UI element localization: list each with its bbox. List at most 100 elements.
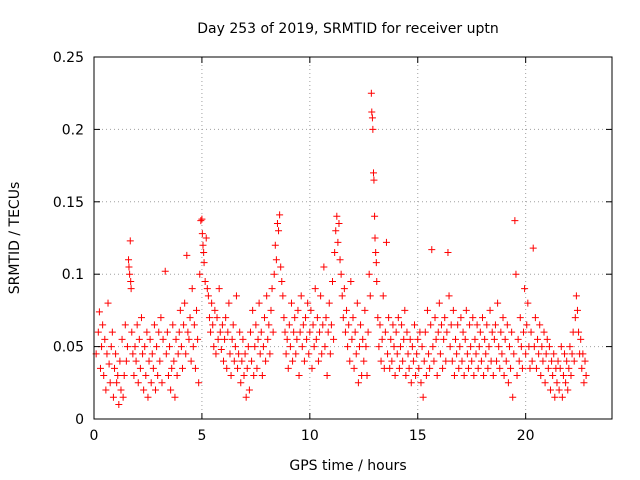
- y-tick-label: 0.15: [53, 195, 84, 211]
- data-point: [147, 379, 155, 387]
- data-point: [466, 321, 474, 329]
- data-point: [359, 335, 367, 343]
- data-point: [129, 350, 137, 358]
- data-point: [300, 357, 308, 365]
- data-point: [350, 364, 358, 372]
- data-point: [441, 314, 449, 322]
- data-point: [548, 357, 556, 365]
- data-point: [178, 364, 186, 372]
- data-point: [128, 328, 136, 336]
- data-point: [214, 335, 222, 343]
- data-point: [136, 364, 144, 372]
- data-point: [541, 379, 549, 387]
- y-axis-label: SRMTID / TECUs: [7, 182, 23, 295]
- data-point: [434, 328, 442, 336]
- data-point: [293, 335, 301, 343]
- data-point: [412, 372, 420, 380]
- data-point: [126, 270, 134, 278]
- data-point: [168, 364, 176, 372]
- data-point: [338, 292, 346, 300]
- data-point: [265, 321, 273, 329]
- data-point: [352, 350, 360, 358]
- data-point: [555, 386, 563, 394]
- data-point: [183, 251, 191, 259]
- data-point: [436, 350, 444, 358]
- data-point: [443, 328, 451, 336]
- data-point: [393, 350, 401, 358]
- data-point: [390, 343, 398, 351]
- data-point: [316, 328, 324, 336]
- data-point: [364, 328, 372, 336]
- data-point: [115, 401, 123, 409]
- data-point: [557, 343, 565, 351]
- data-point: [113, 379, 121, 387]
- data-point: [414, 335, 422, 343]
- data-point: [363, 372, 371, 380]
- data-point: [488, 328, 496, 336]
- data-point: [263, 292, 271, 300]
- data-point: [577, 335, 585, 343]
- data-point: [365, 270, 373, 278]
- data-point: [215, 285, 223, 293]
- data-point: [367, 89, 375, 97]
- data-point: [250, 372, 258, 380]
- data-point: [267, 306, 275, 314]
- data-point: [362, 343, 370, 351]
- data-point: [228, 335, 236, 343]
- data-point: [173, 372, 181, 380]
- data-point: [554, 357, 562, 365]
- data-point: [141, 343, 149, 351]
- data-point: [175, 328, 183, 336]
- data-point: [510, 350, 518, 358]
- y-tick-label: 0: [75, 412, 84, 428]
- data-point: [529, 244, 537, 252]
- data-point: [272, 256, 280, 264]
- data-point: [106, 379, 114, 387]
- data-point: [384, 350, 392, 358]
- y-tick-label: 0.25: [53, 50, 84, 66]
- data-point: [266, 350, 274, 358]
- data-point: [273, 220, 281, 228]
- data-point: [357, 321, 365, 329]
- data-point: [277, 263, 285, 271]
- data-point: [264, 335, 272, 343]
- data-point: [331, 248, 339, 256]
- data-point: [425, 350, 433, 358]
- data-point: [243, 364, 251, 372]
- data-point: [490, 335, 498, 343]
- data-point: [269, 328, 277, 336]
- data-point: [134, 379, 142, 387]
- data-point: [193, 306, 201, 314]
- data-point: [568, 350, 576, 358]
- data-point: [539, 357, 547, 365]
- data-point: [472, 350, 480, 358]
- data-point: [388, 357, 396, 365]
- data-point: [474, 364, 482, 372]
- data-point: [145, 357, 153, 365]
- data-point: [339, 314, 347, 322]
- data-point: [217, 345, 225, 353]
- data-point: [479, 314, 486, 322]
- data-point: [523, 321, 531, 329]
- data-point: [437, 321, 445, 329]
- data-point: [276, 211, 284, 219]
- data-point: [283, 335, 291, 343]
- data-point: [323, 372, 331, 380]
- data-point: [150, 321, 158, 329]
- data-point: [188, 285, 196, 293]
- data-point: [461, 335, 469, 343]
- data-point: [516, 314, 524, 322]
- data-point: [458, 357, 466, 365]
- data-point: [378, 335, 386, 343]
- data-point: [203, 285, 211, 293]
- data-point: [157, 314, 165, 322]
- data-point: [485, 343, 493, 351]
- data-point: [121, 321, 129, 329]
- data-point: [538, 343, 546, 351]
- data-point: [361, 306, 369, 314]
- data-point: [401, 306, 409, 314]
- data-point: [457, 314, 465, 322]
- data-point: [229, 321, 237, 329]
